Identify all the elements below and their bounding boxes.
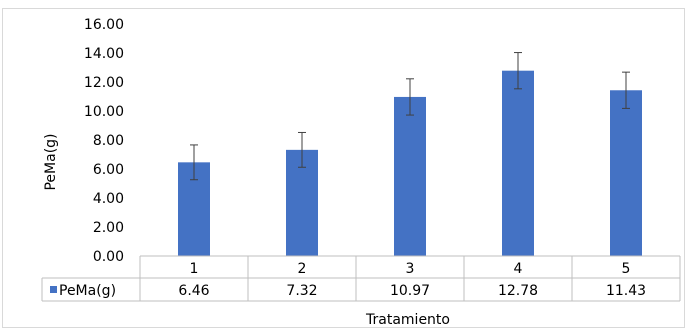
y-tick-label: 12.00: [84, 75, 124, 91]
category-label: 4: [514, 261, 523, 277]
y-axis-ticks: 0.00 2.00 4.00 6.00 8.00 10.00 12.00 14.00 16.00: [84, 17, 124, 265]
data-value-label: 12.78: [498, 283, 538, 299]
legend-label: PeMa(g): [59, 283, 116, 299]
bar: [502, 70, 534, 256]
data-value-label: 11.43: [606, 283, 646, 299]
category-label: 3: [406, 261, 415, 277]
y-tick-label: 2.00: [93, 220, 124, 236]
data-table: 1 2 3 4 5 PeMa(g) 6.46 7.32 10.97 12.78 11.43: [41, 255, 681, 302]
chart-frame: [2, 8, 685, 328]
category-label: 5: [622, 261, 631, 277]
y-tick-label: 14.00: [84, 46, 124, 62]
error-bars: [190, 52, 630, 181]
y-tick-label: 4.00: [93, 191, 124, 207]
y-tick-label: 0.00: [93, 249, 124, 265]
y-tick-label: 8.00: [93, 133, 124, 149]
data-value-label: 6.46: [178, 283, 209, 299]
data-value-label: 10.97: [390, 283, 430, 299]
category-label: 1: [190, 261, 199, 277]
category-label: 2: [298, 261, 307, 277]
bar: [610, 90, 642, 256]
x-axis-title: Tratamiento: [365, 312, 450, 328]
bars: [178, 70, 642, 256]
y-tick-label: 16.00: [84, 17, 124, 33]
y-axis-title: PeMa(g): [43, 133, 59, 190]
y-tick-label: 6.00: [93, 162, 124, 178]
y-tick-label: 10.00: [84, 104, 124, 120]
legend-swatch: [50, 286, 57, 293]
data-value-label: 7.32: [286, 283, 317, 299]
bar: [394, 96, 426, 256]
